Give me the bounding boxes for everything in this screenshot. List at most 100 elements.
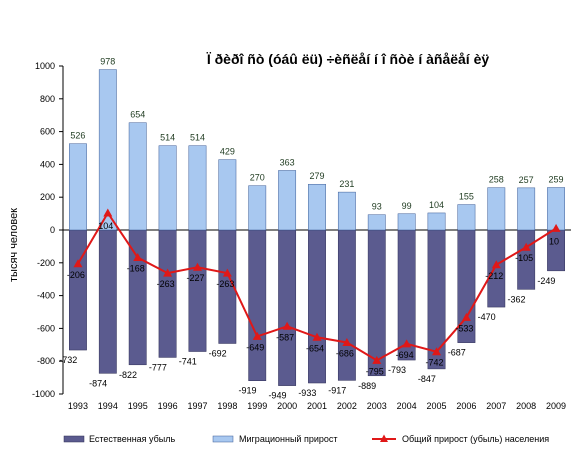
x-tick-label: 2009 xyxy=(546,401,566,411)
label-migration-growth: 978 xyxy=(100,57,115,67)
label-total-growth: -105 xyxy=(515,253,533,263)
bar-natural-decline xyxy=(248,229,267,381)
y-axis-label: тысяч человек xyxy=(8,208,20,282)
label-natural-decline: -917 xyxy=(328,385,346,395)
bar-natural-decline xyxy=(278,229,297,386)
label-migration-growth: 514 xyxy=(190,133,205,143)
label-natural-decline: -249 xyxy=(537,276,555,286)
x-axis-ticks: 1993 1994 1995 1996 1997 1998 1999 2000 2001 2002… xyxy=(68,401,566,411)
x-tick-label: 2006 xyxy=(456,401,476,411)
legend-label-migration-growth: Миграционный прирост xyxy=(239,434,337,444)
legend-swatch-natural-decline xyxy=(63,435,85,443)
label-migration-growth: 514 xyxy=(160,133,175,143)
x-tick-label: 1997 xyxy=(187,401,207,411)
bar-migration-growth xyxy=(158,145,177,231)
total-growth-point xyxy=(312,332,322,341)
legend-label-natural-decline: Естественная убыль xyxy=(89,434,176,444)
x-tick-label: 2000 xyxy=(277,401,297,411)
x-tick-label: 1996 xyxy=(158,401,178,411)
label-total-growth: -654 xyxy=(306,343,324,353)
label-natural-decline: -919 xyxy=(239,386,257,396)
x-tick-label: 2004 xyxy=(397,401,417,411)
y-tick-label: 600 xyxy=(40,127,55,137)
x-tick-label: 1994 xyxy=(98,401,118,411)
total-growth-point xyxy=(402,339,412,348)
legend-swatch-migration-growth xyxy=(212,435,234,443)
label-total-growth: -795 xyxy=(366,366,384,376)
bar-migration-growth xyxy=(517,187,536,231)
label-total-growth: -206 xyxy=(67,270,85,280)
legend-label-total-growth: Общий прирост (убыль) населения xyxy=(402,434,549,444)
y-tick-label: -800 xyxy=(37,356,55,366)
label-natural-decline: -949 xyxy=(268,391,286,401)
label-migration-growth: 526 xyxy=(70,131,85,141)
label-total-growth: -168 xyxy=(127,264,145,274)
y-tick-label: 200 xyxy=(40,192,55,202)
bar-migration-growth xyxy=(427,212,446,231)
y-tick-label: 1000 xyxy=(35,61,55,71)
label-migration-growth: 231 xyxy=(339,179,354,189)
x-tick-label: 1999 xyxy=(247,401,267,411)
bar-natural-decline xyxy=(69,229,87,351)
x-tick-label: 2001 xyxy=(307,401,327,411)
label-natural-decline: -470 xyxy=(478,312,496,322)
bar-migration-growth xyxy=(278,170,297,231)
label-total-growth: -587 xyxy=(276,332,294,342)
x-tick-label: 1993 xyxy=(68,401,88,411)
total-growth-point xyxy=(282,321,292,330)
bar-migration-growth xyxy=(367,214,386,231)
x-tick-label: 2002 xyxy=(337,401,357,411)
total-growth-point xyxy=(163,268,173,277)
bar-migration-growth xyxy=(98,69,117,231)
label-natural-decline: -874 xyxy=(89,378,107,388)
label-total-growth: -694 xyxy=(396,350,414,360)
label-natural-decline: -687 xyxy=(448,348,466,358)
bar-migration-growth xyxy=(397,213,416,231)
label-migration-growth: 258 xyxy=(489,175,504,185)
legend: Естественная убыль Миграционный прирост Об… xyxy=(63,434,549,444)
bar-natural-decline xyxy=(487,229,506,308)
label-natural-decline: -889 xyxy=(358,381,376,391)
total-growth-point xyxy=(103,208,113,217)
y-tick-label: -200 xyxy=(37,258,55,268)
total-growth-point xyxy=(252,331,262,340)
label-migration-growth: 99 xyxy=(402,201,412,211)
total-growth-point xyxy=(73,259,83,268)
bar-migration-growth xyxy=(457,204,476,231)
label-total-growth: 10 xyxy=(549,236,559,246)
label-natural-decline: -847 xyxy=(418,374,436,384)
total-growth-point xyxy=(192,262,202,271)
y-tick-label: -400 xyxy=(37,291,55,301)
total-growth-point xyxy=(491,260,501,269)
label-total-growth: -227 xyxy=(186,273,204,283)
total-growth-point xyxy=(551,223,561,232)
label-migration-growth: 429 xyxy=(220,147,235,157)
bar-natural-decline xyxy=(98,229,117,374)
label-total-growth: -263 xyxy=(157,279,175,289)
bar-migration-growth xyxy=(128,122,147,231)
bar-migration-growth xyxy=(69,143,87,231)
y-tick-label: -1000 xyxy=(32,389,55,399)
label-total-growth: -263 xyxy=(216,279,234,289)
label-total-growth: -686 xyxy=(336,349,354,359)
total-growth-point xyxy=(133,253,143,262)
label-migration-growth: 279 xyxy=(309,171,324,181)
data-labels: 526 -732 -206 978 -874 104 654 -822 -168 514 -777 -… xyxy=(59,57,563,401)
legend-marker-total-growth xyxy=(380,434,388,442)
label-natural-decline: -732 xyxy=(59,355,77,365)
y-tick-label: -600 xyxy=(37,323,55,333)
total-growth-series xyxy=(73,208,561,364)
x-tick-label: 2003 xyxy=(367,401,387,411)
y-tick-label: 0 xyxy=(50,225,55,235)
label-migration-growth: 257 xyxy=(519,175,534,185)
x-tick-label: 2007 xyxy=(486,401,506,411)
bar-natural-decline xyxy=(188,229,207,352)
label-total-growth: -533 xyxy=(455,323,473,333)
label-total-growth: -742 xyxy=(426,358,444,368)
bar-natural-decline xyxy=(308,229,326,384)
bar-migration-growth xyxy=(188,145,207,231)
y-tick-label: 800 xyxy=(40,94,55,104)
bar-migration-growth xyxy=(547,187,565,231)
total-growth-point xyxy=(461,312,471,321)
